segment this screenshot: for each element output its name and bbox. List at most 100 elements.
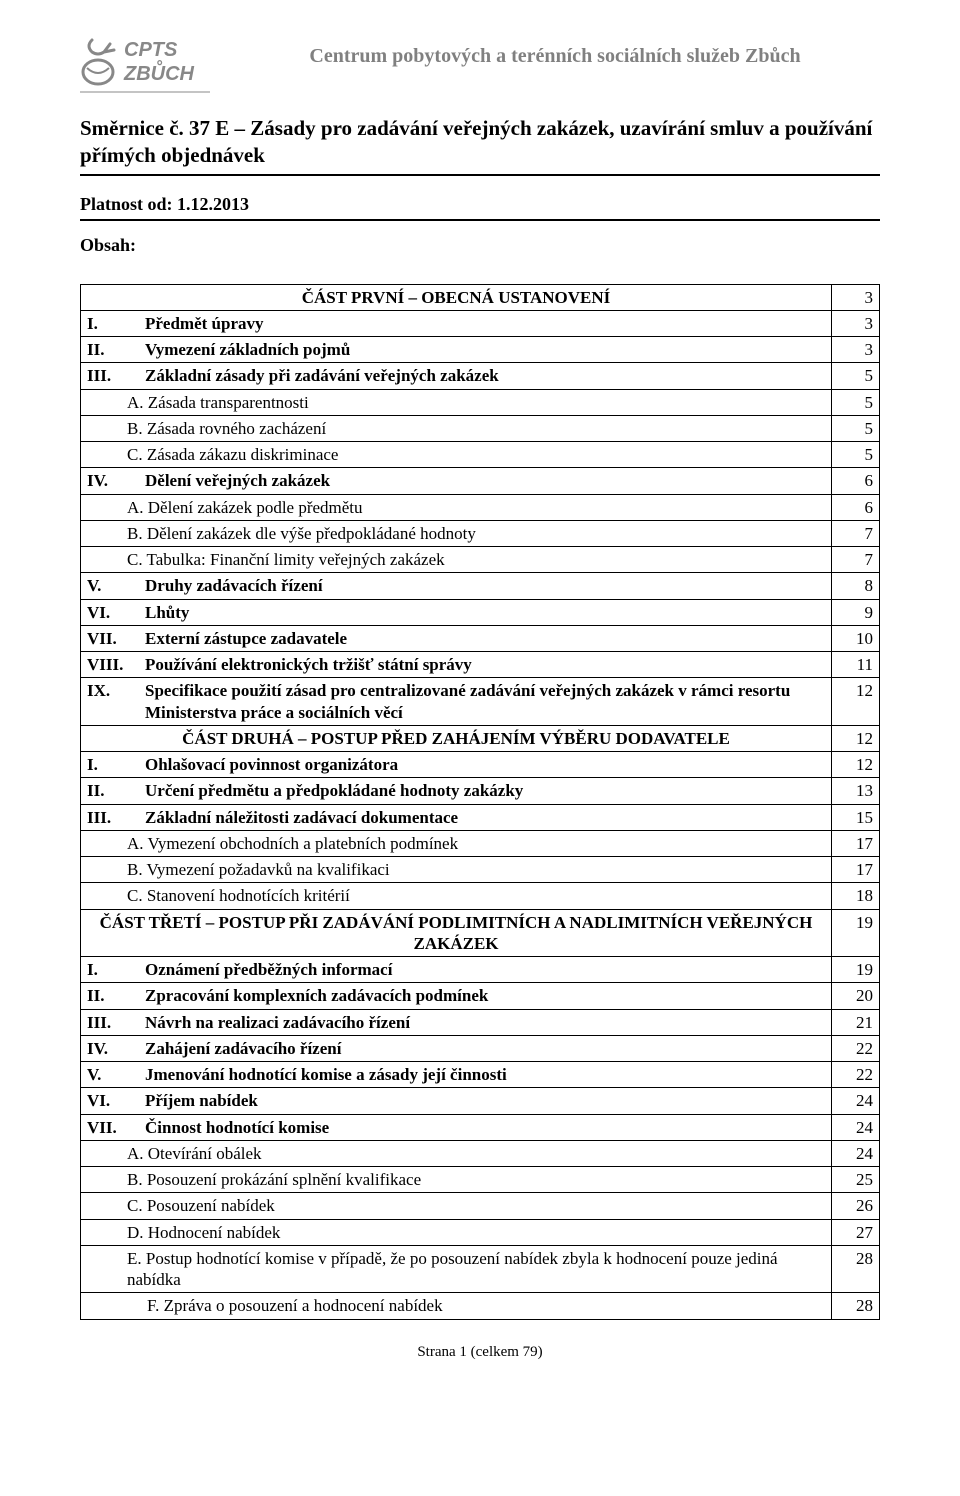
toc-row: ČÁST PRVNÍ – OBECNÁ USTANOVENÍ3	[81, 284, 880, 310]
toc-text: B. Zásada rovného zacházení	[87, 418, 326, 439]
toc-text: C. Zásada zákazu diskriminace	[87, 444, 338, 465]
toc-row: III.Základní zásady při zadávání veřejný…	[81, 363, 880, 389]
toc-entry-label: IV.Dělení veřejných zakázek	[81, 468, 832, 494]
toc-row: E. Postup hodnotící komise v případě, že…	[81, 1245, 880, 1293]
toc-entry-label: C. Zásada zákazu diskriminace	[81, 442, 832, 468]
toc-entry-label: B. Zásada rovného zacházení	[81, 415, 832, 441]
toc-entry-page: 24	[832, 1140, 880, 1166]
toc-roman: V.	[87, 575, 145, 596]
toc-entry-page: 22	[832, 1035, 880, 1061]
toc-entry-page: 28	[832, 1245, 880, 1293]
toc-row: V.Druhy zadávacích řízení8	[81, 573, 880, 599]
toc-entry-label: B. Posouzení prokázání splnění kvalifika…	[81, 1167, 832, 1193]
toc-roman: II.	[87, 339, 145, 360]
toc-text: Činnost hodnotící komise	[145, 1117, 329, 1138]
logo-text-top: CPTS	[124, 39, 178, 61]
toc-row: III.Základní náležitosti zadávací dokume…	[81, 804, 880, 830]
toc-entry-label: B. Vymezení požadavků na kvalifikaci	[81, 857, 832, 883]
toc-entry-label: II.Určení předmětu a předpokládané hodno…	[81, 778, 832, 804]
toc-entry-label: II.Vymezení základních pojmů	[81, 337, 832, 363]
toc-entry-label: I.Ohlašovací povinnost organizátora	[81, 752, 832, 778]
toc-row: V.Jmenování hodnotící komise a zásady je…	[81, 1062, 880, 1088]
toc-row: IV.Zahájení zadávacího řízení22	[81, 1035, 880, 1061]
toc-row: VIII.Používání elektronických tržišť stá…	[81, 652, 880, 678]
toc-entry-label: VI.Příjem nabídek	[81, 1088, 832, 1114]
toc-roman: I.	[87, 313, 145, 334]
toc-entry-page: 19	[832, 909, 880, 957]
toc-entry-page: 25	[832, 1167, 880, 1193]
toc-entry-label: VIII.Používání elektronických tržišť stá…	[81, 652, 832, 678]
table-of-contents: ČÁST PRVNÍ – OBECNÁ USTANOVENÍ3I.Předmět…	[80, 284, 880, 1320]
toc-row: VII.Externí zástupce zadavatele10	[81, 625, 880, 651]
toc-row: C. Zásada zákazu diskriminace 5	[81, 442, 880, 468]
page-header: CPTS ZBŮCH Centrum pobytových a terénníc…	[80, 30, 880, 95]
toc-entry-label: ČÁST DRUHÁ – POSTUP PŘED ZAHÁJENÍM VÝBĚR…	[81, 725, 832, 751]
toc-entry-label: III.Základní zásady při zadávání veřejný…	[81, 363, 832, 389]
toc-text: C. Posouzení nabídek	[87, 1195, 275, 1216]
toc-text: Zpracování komplexních zadávacích podmín…	[145, 985, 488, 1006]
toc-entry-page: 18	[832, 883, 880, 909]
toc-roman: III.	[87, 365, 145, 386]
toc-row: VI.Příjem nabídek24	[81, 1088, 880, 1114]
toc-entry-label: A. Dělení zakázek podle předmětu	[81, 494, 832, 520]
toc-entry-page: 5	[832, 389, 880, 415]
toc-entry-label: III.Návrh na realizaci zadávacího řízení	[81, 1009, 832, 1035]
toc-row: ČÁST DRUHÁ – POSTUP PŘED ZAHÁJENÍM VÝBĚR…	[81, 725, 880, 751]
validity-divider	[80, 219, 880, 221]
title-divider	[80, 174, 880, 176]
toc-entry-page: 5	[832, 442, 880, 468]
toc-text: A. Dělení zakázek podle předmětu	[87, 497, 363, 518]
toc-entry-label: VII.Činnost hodnotící komise	[81, 1114, 832, 1140]
page-footer: Strana 1 (celkem 79)	[80, 1344, 880, 1361]
toc-entry-page: 26	[832, 1193, 880, 1219]
toc-entry-page: 6	[832, 494, 880, 520]
toc-text: Používání elektronických tržišť státní s…	[145, 654, 472, 675]
toc-row: B. Vymezení požadavků na kvalifikaci17	[81, 857, 880, 883]
toc-entry-page: 3	[832, 310, 880, 336]
toc-text: C. Stanovení hodnotících kritérií	[87, 885, 350, 906]
toc-text: Zahájení zadávacího řízení	[145, 1038, 341, 1059]
toc-entry-page: 3	[832, 337, 880, 363]
toc-roman: I.	[87, 959, 145, 980]
toc-entry-page: 24	[832, 1088, 880, 1114]
toc-row: C. Stanovení hodnotících kritérií 18	[81, 883, 880, 909]
toc-row: A. Otevírání obálek 24	[81, 1140, 880, 1166]
toc-roman: VII.	[87, 628, 145, 649]
toc-row: II.Vymezení základních pojmů3	[81, 337, 880, 363]
toc-entry-label: A. Vymezení obchodních a platebních podm…	[81, 830, 832, 856]
toc-text: Vymezení základních pojmů	[145, 339, 350, 360]
toc-text: Druhy zadávacích řízení	[145, 575, 323, 596]
toc-row: I.Ohlašovací povinnost organizátora12	[81, 752, 880, 778]
toc-roman: IV.	[87, 470, 145, 491]
org-title: Centrum pobytových a terénních sociálníc…	[230, 30, 880, 68]
toc-entry-label: A. Zásada transparentnosti	[81, 389, 832, 415]
toc-entry-label: F. Zpráva o posouzení a hodnocení nabíde…	[81, 1293, 832, 1319]
toc-entry-page: 19	[832, 957, 880, 983]
toc-entry-label: C. Stanovení hodnotících kritérií	[81, 883, 832, 909]
toc-entry-page: 17	[832, 830, 880, 856]
toc-entry-label: A. Otevírání obálek	[81, 1140, 832, 1166]
toc-entry-label: V.Jmenování hodnotící komise a zásady je…	[81, 1062, 832, 1088]
toc-entry-page: 10	[832, 625, 880, 651]
toc-row: ČÁST TŘETÍ – POSTUP PŘI ZADÁVÁNÍ PODLIMI…	[81, 909, 880, 957]
toc-roman: IX.	[87, 680, 145, 723]
toc-row: VI.Lhůty9	[81, 599, 880, 625]
toc-entry-page: 21	[832, 1009, 880, 1035]
toc-entry-page: 6	[832, 468, 880, 494]
toc-entry-page: 15	[832, 804, 880, 830]
toc-entry-label: IV.Zahájení zadávacího řízení	[81, 1035, 832, 1061]
toc-text: A. Zásada transparentnosti	[87, 392, 309, 413]
toc-entry-page: 9	[832, 599, 880, 625]
toc-row: II.Určení předmětu a předpokládané hodno…	[81, 778, 880, 804]
document-page: CPTS ZBŮCH Centrum pobytových a terénníc…	[0, 0, 960, 1496]
toc-row: A. Vymezení obchodních a platebních podm…	[81, 830, 880, 856]
toc-roman: VIII.	[87, 654, 145, 675]
toc-entry-label: III.Základní náležitosti zadávací dokume…	[81, 804, 832, 830]
toc-entry-page: 17	[832, 857, 880, 883]
toc-row: III.Návrh na realizaci zadávacího řízení…	[81, 1009, 880, 1035]
toc-row: D. Hodnocení nabídek27	[81, 1219, 880, 1245]
toc-text: A. Otevírání obálek	[87, 1143, 262, 1164]
toc-text: C. Tabulka: Finanční limity veřejných za…	[87, 549, 445, 570]
toc-roman: II.	[87, 985, 145, 1006]
toc-entry-label: I.Oznámení předběžných informací	[81, 957, 832, 983]
